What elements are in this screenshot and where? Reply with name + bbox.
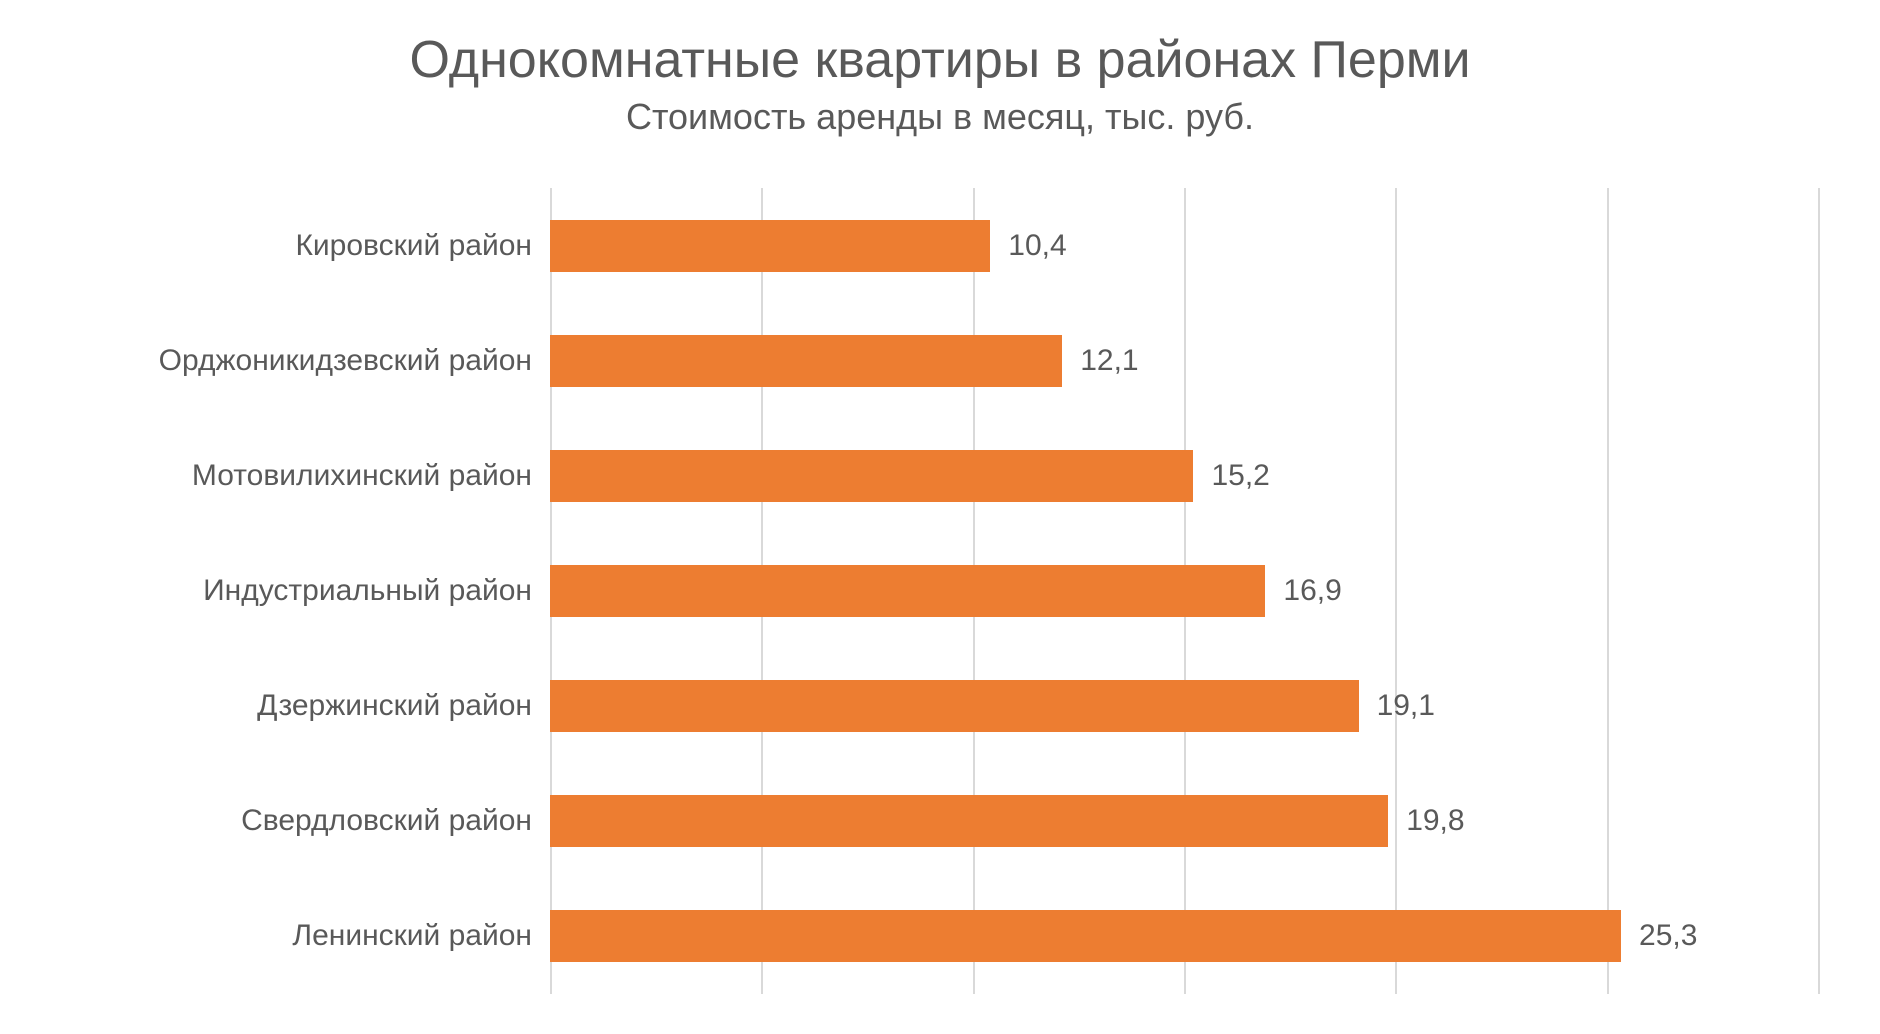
bar	[550, 795, 1388, 847]
bar	[550, 450, 1193, 502]
bar	[550, 680, 1359, 732]
bar-value-label: 15,2	[1211, 459, 1269, 493]
y-axis-label: Кировский район	[60, 229, 532, 263]
bar	[550, 335, 1062, 387]
bar-value-label: 19,8	[1406, 804, 1464, 838]
chart-title: Однокомнатные квартиры в районах Перми	[60, 30, 1820, 90]
y-axis-labels: Кировский район Орджоникидзевский район Мо…	[60, 188, 550, 994]
bar	[550, 220, 990, 272]
chart-subtitle: Стоимость аренды в месяц, тыс. руб.	[60, 96, 1820, 138]
y-axis-label: Ленинский район	[60, 919, 532, 953]
bar	[550, 910, 1621, 962]
bar	[550, 565, 1265, 617]
bar-row: 15,2	[550, 450, 1820, 502]
y-axis-label: Мотовилихинский район	[60, 459, 532, 493]
bar-value-label: 12,1	[1080, 344, 1138, 378]
bar-value-label: 10,4	[1008, 229, 1066, 263]
chart-container: Однокомнатные квартиры в районах Перми С…	[0, 0, 1880, 1034]
bar-value-label: 19,1	[1377, 689, 1435, 723]
bar-row: 16,9	[550, 565, 1820, 617]
bar-value-label: 25,3	[1639, 919, 1697, 953]
y-axis-label: Дзержинский район	[60, 689, 532, 723]
plot-area: Кировский район Орджоникидзевский район Мо…	[60, 188, 1820, 994]
bar-row: 19,8	[550, 795, 1820, 847]
bar-value-label: 16,9	[1283, 574, 1341, 608]
y-axis-label: Индустриальный район	[60, 574, 532, 608]
bar-row: 10,4	[550, 220, 1820, 272]
y-axis-label: Орджоникидзевский район	[60, 344, 532, 378]
bar-row: 12,1	[550, 335, 1820, 387]
bar-row: 19,1	[550, 680, 1820, 732]
y-axis-label: Свердловский район	[60, 804, 532, 838]
bar-row: 25,3	[550, 910, 1820, 962]
bars-region: 10,4 12,1 15,2 16,9 19,1 19,8 25,3	[550, 188, 1820, 994]
